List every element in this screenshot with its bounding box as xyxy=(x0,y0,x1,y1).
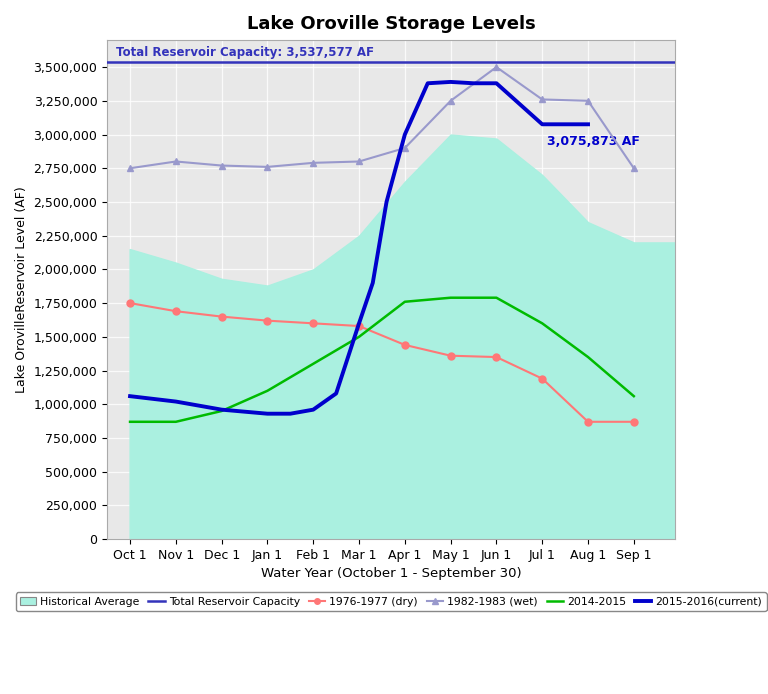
Text: Total Reservoir Capacity: 3,537,577 AF: Total Reservoir Capacity: 3,537,577 AF xyxy=(116,46,374,59)
Title: Lake Oroville Storage Levels: Lake Oroville Storage Levels xyxy=(247,15,535,33)
Legend: Historical Average, Total Reservoir Capacity, 1976-1977 (dry), 1982-1983 (wet), : Historical Average, Total Reservoir Capa… xyxy=(15,593,766,611)
Text: 3,075,873 AF: 3,075,873 AF xyxy=(547,135,640,148)
X-axis label: Water Year (October 1 - September 30): Water Year (October 1 - September 30) xyxy=(261,568,521,580)
Y-axis label: Lake OrovilleReservoir Level (AF): Lake OrovilleReservoir Level (AF) xyxy=(15,186,28,393)
